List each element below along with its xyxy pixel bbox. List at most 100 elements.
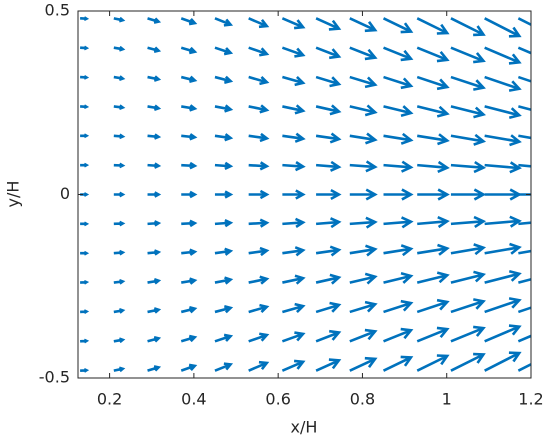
arrow [214,333,234,343]
arrow [180,17,198,26]
arrow [450,243,487,256]
arrow [383,272,414,284]
arrow [113,249,126,256]
arrow [80,221,90,227]
arrow [181,104,198,112]
arrow [349,17,378,33]
arrow [518,105,531,112]
arrow [517,75,531,83]
arrow [315,329,342,343]
arrow [349,104,378,117]
arrow [450,160,487,174]
arrow [315,132,342,144]
arrow [282,161,306,172]
arrow [214,161,234,171]
arrow [382,17,414,34]
arrow [315,104,342,116]
arrow [248,246,270,257]
arrow [416,298,450,314]
arrow [349,356,378,372]
y-axis-label: y/H [4,181,23,208]
arrow [349,328,378,343]
arrow [181,248,198,256]
arrow [181,219,198,228]
arrow [147,365,162,372]
arrow [180,305,198,314]
arrow [450,46,486,64]
arrow [349,75,378,89]
arrow [383,160,414,173]
arrow [147,307,162,314]
arrow [282,274,306,285]
arrow [518,163,531,168]
arrow [484,17,522,38]
arrow [416,46,450,63]
arrow [484,161,522,174]
arrow [281,359,306,372]
x-tick-label: 0.4 [181,390,206,409]
arrow [349,244,378,257]
arrow [383,327,414,343]
arrow [382,355,414,372]
arrow [113,45,126,52]
x-tick-label: 0.2 [97,390,122,409]
arrow [484,297,522,314]
arrow [214,104,234,113]
arrow [80,45,90,51]
arrow [113,104,126,111]
y-tick-label: -0.5 [39,368,70,387]
arrow [518,221,531,226]
arrow [281,17,306,30]
arrow [349,216,378,229]
arrow [248,46,270,57]
arrow [80,338,90,344]
arrow [113,308,126,314]
arrow [383,105,414,117]
arrow [484,215,522,228]
arrow [315,75,342,88]
arrow [180,363,198,372]
arrow [80,250,90,256]
arrow [80,162,90,168]
arrow [349,46,378,61]
arrow [147,162,162,169]
arrow [147,336,162,343]
arrow [248,332,270,343]
arrow [113,366,126,373]
arrow [80,368,90,373]
arrow [147,278,162,285]
arrow [214,305,234,314]
arrow [484,269,522,284]
arrow [147,191,162,198]
arrow [282,302,306,314]
arrow [518,193,531,196]
arrow [349,160,378,173]
arrow [450,75,486,91]
arrow [517,306,531,314]
arrow [282,132,306,143]
arrow [450,105,486,119]
arrow [450,215,487,229]
arrow [180,46,198,55]
arrow [484,351,522,372]
arrow [315,245,342,257]
arrow [282,189,306,200]
arrow [416,326,450,343]
arrow [416,271,450,284]
arrow [417,133,450,146]
x-tick-label: 1 [442,390,452,409]
arrow [181,133,198,141]
arrow [517,46,531,55]
arrow [214,17,234,27]
arrow [383,75,414,90]
arrow [450,133,487,146]
arrow [113,133,126,140]
arrow [147,46,162,53]
arrow [315,273,342,285]
arrow [417,160,450,174]
arrow [248,75,270,86]
arrow [282,246,306,257]
arrow [214,276,234,285]
x-tick-label: 1.2 [518,390,543,409]
arrow [484,75,522,92]
